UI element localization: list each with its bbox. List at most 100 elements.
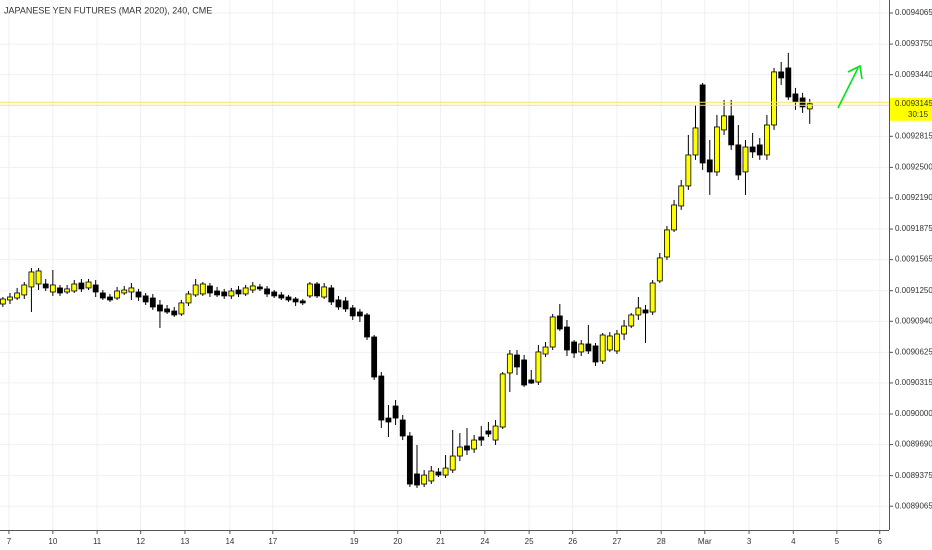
y-tick-label: 0.0093440 (895, 70, 932, 79)
candle-body (385, 417, 392, 423)
candle-body (142, 295, 149, 303)
candle-body (585, 343, 592, 352)
y-tick-label: 0.0090000 (895, 409, 932, 418)
candle-body (264, 288, 270, 295)
candle-body (414, 473, 420, 486)
candle-body (228, 290, 235, 297)
candle-body (271, 291, 278, 297)
candle-body (356, 311, 363, 317)
candle-body (771, 71, 777, 126)
x-tick-label: 27 (612, 537, 621, 546)
candle-body (42, 283, 49, 289)
candle-body (349, 307, 356, 317)
candle-body (278, 294, 285, 299)
y-tick-label: 0.0090625 (895, 347, 932, 356)
candle-body (299, 300, 306, 304)
candle-body (785, 67, 792, 98)
candle-body (35, 270, 42, 285)
candle-body (778, 71, 785, 79)
x-tick-label: 28 (657, 537, 666, 546)
candle-body (756, 144, 763, 156)
x-tick-label: 17 (268, 537, 277, 546)
candle-body (399, 419, 406, 437)
candle-body (742, 146, 749, 173)
candle-body (721, 115, 727, 131)
candle-body (806, 103, 813, 110)
candle-body (99, 292, 106, 299)
candle-body (14, 292, 21, 299)
x-tick-label: 12 (136, 537, 145, 546)
candle-body (314, 283, 320, 297)
candle-body (664, 229, 670, 258)
candle-body (692, 127, 699, 156)
candle-body (78, 282, 85, 290)
candle-body (628, 314, 635, 327)
candle-body (671, 204, 677, 231)
candle-body (528, 379, 535, 384)
countdown-label: 30:15 (908, 110, 929, 119)
candle-body (728, 115, 735, 146)
x-tick-label: 26 (568, 537, 577, 546)
candle-body (763, 124, 770, 156)
x-tick-label: 14 (225, 537, 234, 546)
candle-body (521, 359, 528, 386)
x-tick-label: Mar (698, 537, 712, 546)
candle-body (406, 435, 413, 485)
y-tick-label: 0.0092815 (895, 131, 932, 140)
candle-body (199, 283, 206, 295)
candle-body (0, 298, 6, 305)
candle-body (135, 291, 142, 298)
candle-body (656, 257, 663, 282)
candle-body (64, 288, 71, 293)
candle-body (635, 307, 642, 316)
x-tick-label: 4 (791, 537, 796, 546)
candle-body (506, 353, 513, 374)
last-price-box (890, 97, 932, 121)
y-tick-label: 0.0090315 (895, 378, 932, 387)
candle-body (428, 470, 435, 482)
candle-body (699, 84, 706, 164)
candle-body (21, 284, 28, 296)
candles (0, 52, 889, 488)
candle-body (535, 351, 542, 383)
candle-body (185, 293, 192, 304)
candle-body (714, 126, 720, 173)
candle-body (157, 304, 163, 312)
y-tick-label: 0.0094065 (895, 8, 932, 17)
candle-body (614, 333, 620, 352)
candle-body (321, 286, 328, 298)
candle-body (128, 287, 135, 293)
candle-body (121, 289, 128, 294)
x-tick-label: 21 (436, 537, 445, 546)
candle-body (242, 287, 249, 295)
candle-body (192, 284, 199, 296)
y-tick-label: 0.0093750 (895, 39, 932, 48)
candle-body (578, 343, 585, 353)
candle-body (649, 282, 656, 313)
candle-body (249, 285, 256, 291)
candle-body (592, 345, 599, 363)
candle-body (342, 300, 349, 310)
candle-body (514, 354, 520, 368)
candle-body (114, 290, 121, 299)
candle-body (456, 446, 463, 457)
candle-body (478, 436, 485, 441)
candle-body (642, 309, 649, 314)
candle-body (606, 335, 613, 351)
candle-body (449, 455, 456, 471)
candle-body (49, 284, 56, 293)
candle-body (421, 474, 428, 485)
candle-body (549, 316, 556, 348)
grid (0, 0, 889, 530)
candle-body (335, 299, 342, 308)
y-tick-label: 0.0091565 (895, 255, 932, 264)
y-tick-label: 0.0092190 (895, 193, 932, 202)
candle-body (328, 287, 335, 303)
y-tick-label: 0.0089065 (895, 501, 932, 510)
candle-body (257, 286, 263, 290)
candle-body (57, 287, 63, 294)
candle-body (107, 296, 113, 301)
x-tick-label: 25 (525, 537, 534, 546)
y-tick-label: 0.0090940 (895, 316, 932, 325)
